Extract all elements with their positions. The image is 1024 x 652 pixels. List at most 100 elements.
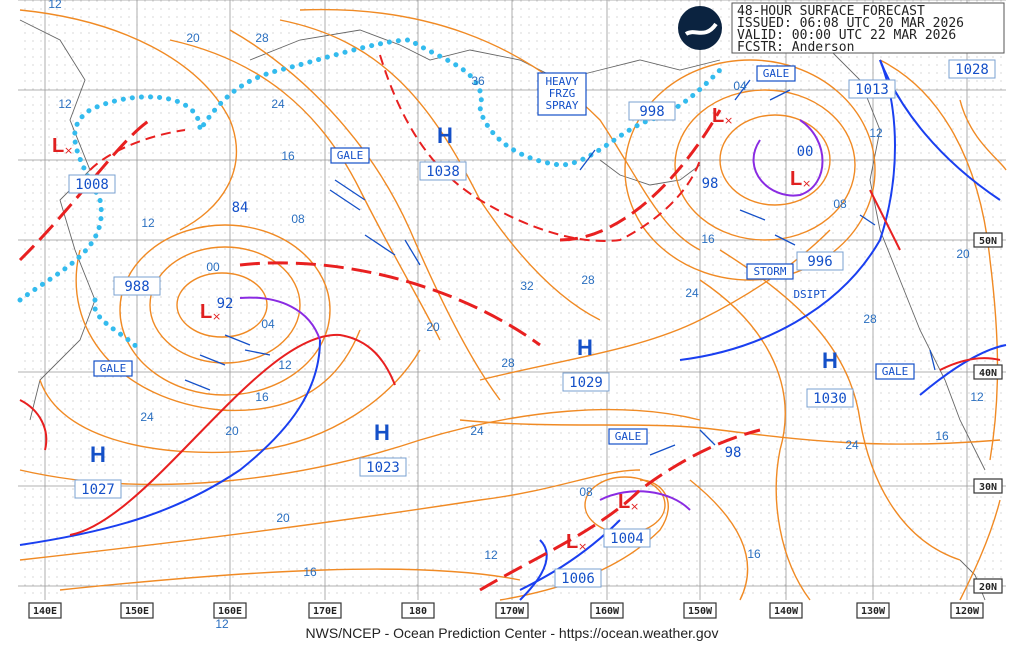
lat-label-text: 50N [979, 236, 997, 247]
isobar-label: 12 [484, 548, 498, 562]
isobar-label: 16 [281, 149, 295, 163]
isobar-label: 12 [141, 216, 155, 230]
high-pressure-center: H [90, 442, 106, 467]
low-pressure-value: 998 [628, 101, 676, 121]
lon-label-text: 140W [774, 606, 799, 617]
svg-text:92: 92 [217, 296, 234, 312]
pressure-value: 1028 [948, 59, 996, 79]
issued-time: ISSUED: 06:08 UTC 20 MAR 2026 [737, 16, 964, 31]
svg-text:1028: 1028 [955, 62, 989, 78]
isobar-label: 32 [520, 279, 534, 293]
high-pressure-center: H [374, 420, 390, 445]
svg-text:GALE: GALE [763, 67, 790, 80]
low-x-mark: × [630, 500, 639, 513]
forecast-trough [239, 261, 541, 347]
high-pressure-value-value: 1038 [426, 164, 460, 180]
isobar-label: 16 [747, 547, 761, 561]
isobar-label: 12 [48, 0, 62, 11]
low-x-mark: × [212, 310, 221, 323]
occluded-front-west [239, 296, 321, 341]
isobar-label: 12 [869, 126, 883, 140]
low-pressure-center: L [200, 301, 212, 323]
pressure-value: 98 [725, 445, 742, 461]
warning-label: GALE [756, 65, 796, 82]
cold-front-east [679, 59, 896, 361]
low-x-mark: × [578, 540, 587, 553]
svg-text:GALE: GALE [100, 362, 127, 375]
lon-label: 140W [769, 602, 803, 619]
low-pressure-value: 1006 [554, 568, 602, 588]
isobar-label: 36 [471, 74, 485, 88]
isobar-label: 08 [291, 212, 305, 226]
isobar-label: 08 [833, 197, 847, 211]
low-pressure-value-value: 1008 [75, 177, 109, 193]
isobar-label: 28 [581, 273, 595, 287]
svg-text:GALE: GALE [615, 430, 642, 443]
lon-label-text: 170W [500, 606, 525, 617]
isobar-label: 16 [935, 429, 949, 443]
isobar-label: 20 [186, 31, 200, 45]
warning-label: GALE [330, 147, 370, 164]
lon-label-text: 150W [688, 606, 713, 617]
pressure-value: 1013 [848, 79, 896, 99]
svg-text:GALE: GALE [882, 365, 909, 378]
lon-label: 170W [495, 602, 529, 619]
lon-label-text: 170E [313, 606, 337, 617]
isobar-label: 24 [685, 286, 699, 300]
pressure-value: 98 [702, 176, 719, 192]
lon-label: 160W [590, 602, 624, 619]
svg-text:STORM: STORM [753, 265, 786, 278]
lon-label: 150E [120, 602, 154, 619]
lon-label: 150W [683, 602, 717, 619]
pressure-value: 92 [217, 296, 234, 312]
low-pressure-value: 996 [796, 251, 844, 271]
isobar-label: 00 [206, 260, 220, 274]
isobar-label: 20 [956, 247, 970, 261]
isobar-label: 24 [470, 424, 484, 438]
isobar-label: 20 [276, 511, 290, 525]
warning-label: GALE [93, 360, 133, 377]
low-x-mark: × [802, 177, 811, 190]
occluded-front-east [752, 119, 824, 197]
high-pressure-value-value: 1027 [81, 482, 115, 498]
lon-label: 160E [213, 602, 247, 619]
isobar-label: 12 [278, 358, 292, 372]
lon-label-text: 130W [861, 606, 886, 617]
isobar-label: 20 [225, 424, 239, 438]
low-pressure-center: L [566, 531, 578, 553]
isobar-label: 24 [845, 438, 859, 452]
isobar-label: 20 [426, 320, 440, 334]
lat-label: 20N [973, 578, 1003, 594]
isobar-label: 12 [215, 617, 229, 631]
low-pressure-value-value: 998 [639, 104, 664, 120]
lon-label-text: 140E [33, 606, 57, 617]
dissipating-label: DSIPT [793, 288, 826, 301]
svg-text:84: 84 [232, 200, 249, 216]
lon-label-text: 180 [409, 606, 427, 617]
high-pressure-center: H [577, 335, 593, 360]
isobar-label: 16 [701, 232, 715, 246]
high-pressure-value: 1038 [419, 161, 467, 181]
high-pressure-value: 1027 [74, 479, 122, 499]
cold-front-west [19, 339, 321, 546]
high-pressure-center: H [437, 123, 453, 148]
warm-front-west [69, 333, 396, 536]
isobar-label: 04 [261, 317, 275, 331]
lat-label: 40N [973, 364, 1003, 380]
lon-label-text: 150E [125, 606, 149, 617]
warning-label: STORM [746, 263, 794, 280]
lon-label-text: 160W [595, 606, 620, 617]
isobar-label: 28 [501, 356, 515, 370]
forecast-header: 48-HOUR SURFACE FORECAST ISSUED: 06:08 U… [678, 2, 1005, 55]
lon-label: 130W [856, 602, 890, 619]
pressure-value: 84 [232, 200, 249, 216]
coastlines [19, 19, 986, 601]
high-pressure-value: 1029 [562, 372, 610, 392]
low-x-mark: × [724, 114, 733, 127]
svg-text:98: 98 [702, 176, 719, 192]
lon-label: 120W [950, 602, 984, 619]
low-pressure-value-value: 1006 [561, 571, 595, 587]
ridge-lines [89, 54, 701, 242]
svg-text:98: 98 [725, 445, 742, 461]
